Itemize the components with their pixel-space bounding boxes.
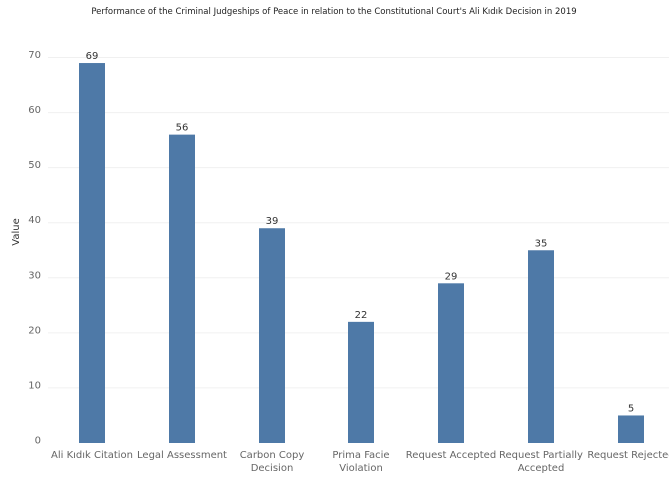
y-tick-label: 30 (28, 270, 41, 281)
y-tick-label: 60 (28, 105, 41, 116)
bar (348, 321, 374, 443)
y-tick-label: 70 (28, 50, 41, 61)
bar (438, 283, 464, 443)
x-tick-label: Request Rejected (587, 450, 669, 461)
y-tick-label: 40 (28, 215, 41, 226)
bar-value-label: 5 (628, 403, 634, 414)
bar-value-label: 69 (86, 51, 99, 62)
bar-value-label: 35 (535, 238, 548, 249)
y-axis-ticks: 0 10 20 30 40 50 60 70 (28, 50, 41, 446)
bars: 69 56 39 22 29 35 5 (79, 51, 644, 444)
bar (618, 415, 644, 443)
x-tick-label: Prima Facie Violation (332, 450, 389, 474)
y-tick-label: 20 (28, 325, 41, 336)
x-tick-label: Carbon Copy Decision (240, 450, 305, 474)
y-axis-label: Value (11, 218, 22, 245)
y-tick-label: 10 (28, 380, 41, 391)
bar (169, 134, 195, 444)
bar (259, 228, 285, 443)
bar-value-label: 29 (445, 271, 458, 282)
y-tick-label: 0 (35, 436, 41, 447)
bar (79, 63, 105, 443)
x-tick-label: Request Accepted (406, 450, 496, 461)
x-axis-labels: Ali Kıdık Citation Legal Assessment Carbon… (51, 450, 669, 474)
y-tick-label: 50 (28, 160, 41, 171)
x-tick-label: Ali Kıdık Citation (51, 450, 133, 461)
x-tick-label: Legal Assessment (137, 450, 227, 461)
bar (528, 250, 554, 443)
bar-value-label: 39 (266, 216, 279, 227)
x-tick-label: Request Partially Accepted (499, 450, 583, 474)
bar-value-label: 56 (176, 123, 189, 134)
bar-value-label: 22 (355, 310, 368, 321)
chart-title: Performance of the Criminal Judgeships o… (91, 7, 576, 17)
gridlines (48, 57, 669, 389)
